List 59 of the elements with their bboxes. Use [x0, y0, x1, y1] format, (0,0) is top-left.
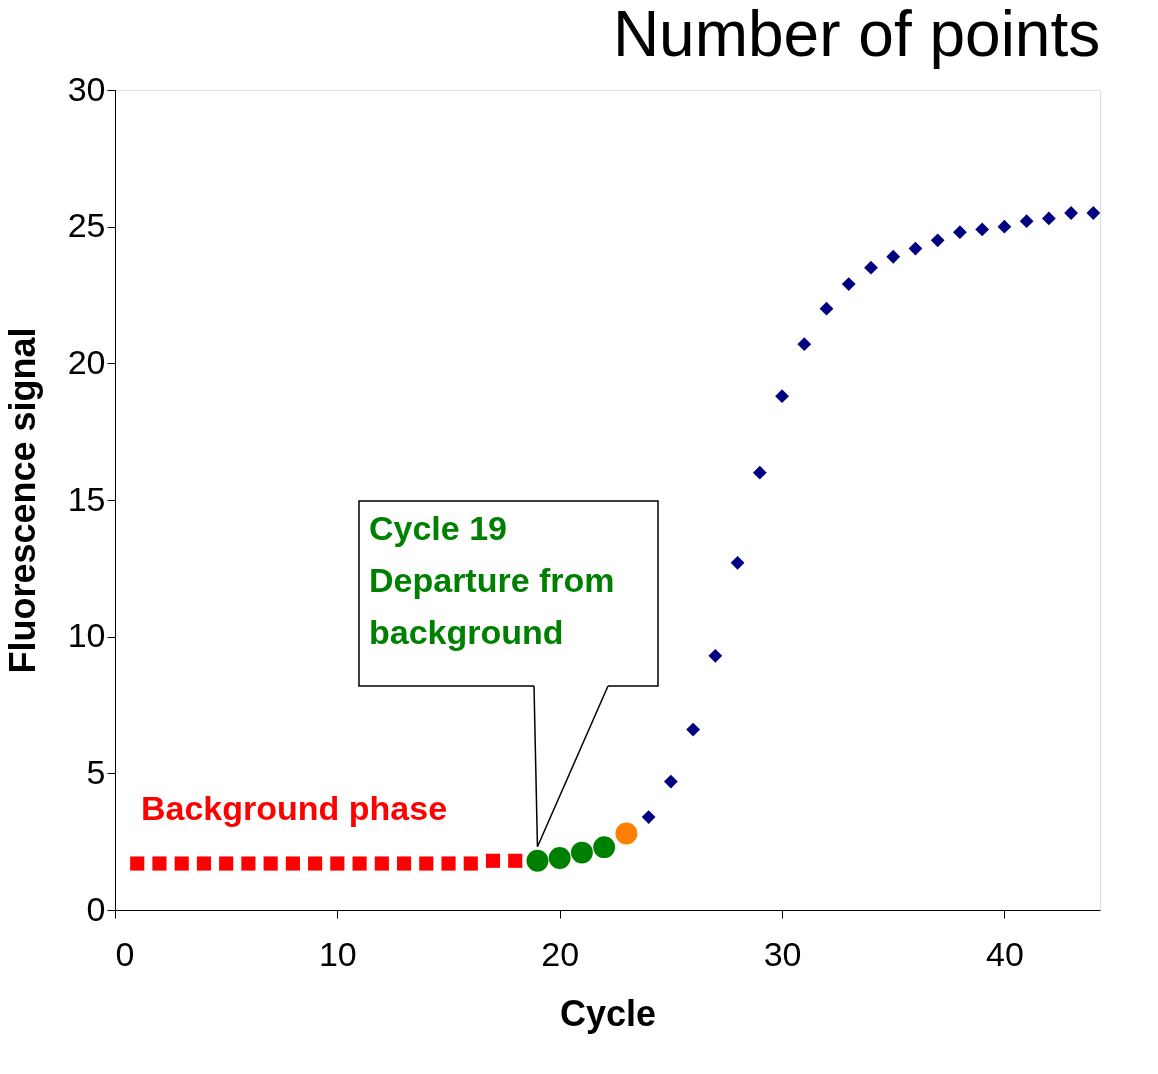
point: [485, 853, 501, 868]
y-axis-title: Fluorescence signal: [1, 327, 43, 674]
point: [1041, 211, 1056, 226]
point: [1019, 214, 1034, 229]
point: [615, 822, 638, 845]
point: [975, 222, 990, 237]
point: [686, 722, 700, 737]
point: [886, 249, 901, 264]
point: [841, 277, 856, 291]
point: [1086, 206, 1101, 220]
point: [152, 856, 167, 871]
y-tick-label: 15: [67, 479, 106, 518]
point: [352, 856, 367, 871]
annotation: Background phase: [141, 789, 448, 827]
x-tick-label: 40: [985, 934, 1024, 973]
point: [508, 853, 523, 868]
point: [463, 856, 478, 871]
y-tick-label: 30: [67, 69, 106, 108]
point: [526, 849, 549, 872]
point: [219, 856, 234, 871]
point: [953, 225, 967, 240]
point: [374, 856, 389, 871]
point: [263, 856, 278, 871]
chart-title: Number of points: [612, 0, 1101, 70]
point: [708, 648, 723, 663]
y-tick-label: 0: [86, 889, 106, 928]
point: [663, 774, 678, 789]
point: [196, 856, 212, 871]
point: [548, 847, 571, 869]
point: [441, 856, 456, 871]
x-tick-label: 30: [763, 934, 802, 973]
point: [130, 856, 145, 871]
y-tick-label: 5: [86, 752, 106, 791]
point: [641, 810, 656, 824]
point: [330, 856, 345, 871]
point: [775, 389, 789, 404]
point: [308, 856, 323, 871]
point: [752, 465, 767, 480]
point: [930, 233, 945, 248]
point: [174, 856, 189, 871]
y-tick-label: 10: [67, 616, 106, 655]
x-tick-label: 20: [541, 934, 580, 973]
y-tick-label: 20: [67, 342, 106, 381]
point: [864, 260, 878, 275]
x-tick-label: 10: [318, 934, 357, 973]
point: [819, 301, 834, 316]
point: [997, 219, 1012, 234]
point: [570, 841, 593, 864]
point: [797, 337, 812, 352]
point: [730, 555, 745, 570]
x-tick-label: 0: [115, 934, 135, 973]
point: [396, 856, 412, 871]
point: [593, 836, 616, 859]
x-axis-title: Cycle: [559, 992, 657, 1034]
point: [419, 856, 434, 871]
point: [241, 856, 256, 871]
point: [285, 856, 300, 871]
annotation: Cycle 19 Departure from background: [369, 509, 615, 651]
y-tick-label: 25: [67, 206, 106, 245]
